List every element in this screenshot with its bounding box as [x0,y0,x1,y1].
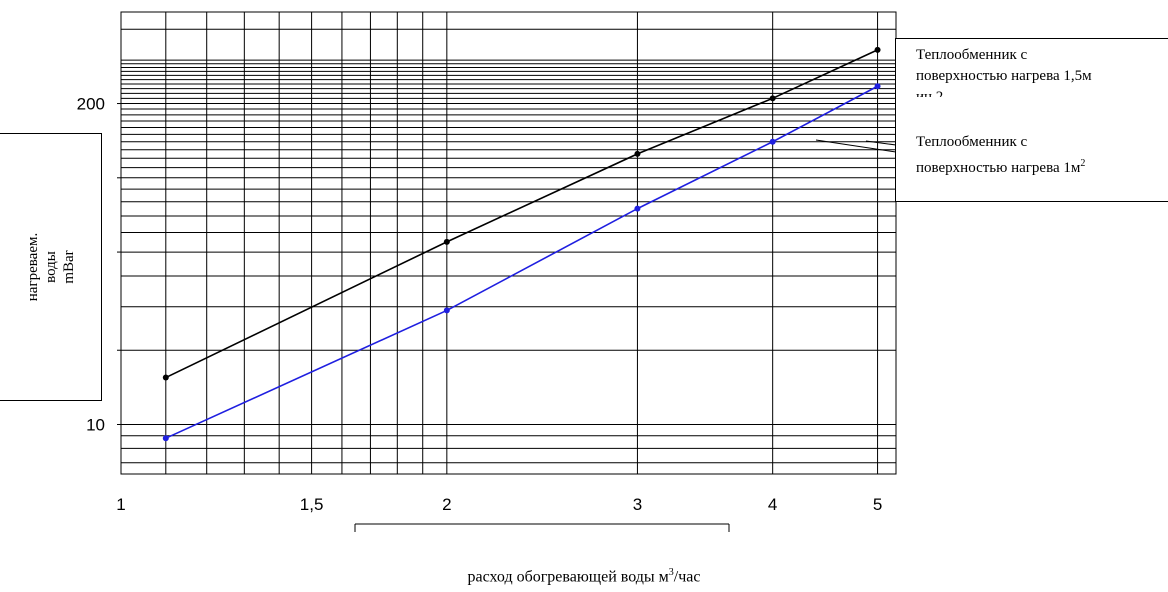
series-2-point [162,435,169,442]
ylabel-line-1: нагреваем. [24,232,41,302]
ylabel-line-3: mBar [60,250,77,284]
series-2-point [874,83,881,90]
x-tick-label: 4 [768,495,777,514]
series-line-2 [165,85,878,439]
x-tick-label: 1 [116,495,125,514]
xlabel-text: расход обогревающей воды м [467,568,669,586]
series-1-point [769,95,776,102]
x-tick-label: 1,5 [300,495,324,514]
series-2-point [443,307,450,314]
series-1-point [162,374,169,381]
legend-item-2: Теплообменник с поверхностью нагрева 1м2 [895,118,1168,202]
y-tick-label: 200 [77,95,105,114]
y-axis-label: нагреваем. воды mBar [24,233,78,301]
tick-labels: 1 1,5 2 3 4 5 10 200 [77,95,883,514]
legend-leader-2b [815,139,897,153]
series-1-point [634,150,641,157]
legend-item-1: Теплообменник с поверхностью нагрева 1,5… [895,38,1168,118]
legend-item-2-line-2: поверхностью нагрева 1м2 [916,153,1168,179]
xlabel-suffix: /час [673,568,701,586]
series-1-point [874,46,881,53]
series-layer [162,46,881,442]
y-tick-label: 10 [86,415,105,434]
grid-lines [120,12,896,474]
ylabel-box: нагреваем. воды mBar [0,133,102,401]
x-tick-label: 3 [633,495,642,514]
x-axis-label: расход обогревающей воды м3/час [0,567,1168,586]
legend-leader-2a [865,140,897,146]
legend-item-2-line-1: Теплообменник с [916,134,1028,150]
legend-item-1-line-1: Теплообменник с [916,47,1028,63]
xlabel-sup: 3 [668,567,674,578]
x-tick-label: 2 [442,495,451,514]
series-1-point [443,238,450,245]
series-2-point [634,205,641,212]
ylabel-line-2: воды [42,251,59,283]
legend-item-2-sup: 2 [1080,158,1086,169]
legend-item-1-line-3: ин 2 [916,89,944,97]
series-2-point [769,138,776,145]
x-tick-label: 5 [873,495,882,514]
plot-frame [117,11,897,475]
legend-item-1-line-2: поверхностью нагрева 1,5м [916,68,1092,84]
plot-border [120,11,897,475]
legend-item-2-text: поверхностью нагрева 1м [916,160,1081,176]
